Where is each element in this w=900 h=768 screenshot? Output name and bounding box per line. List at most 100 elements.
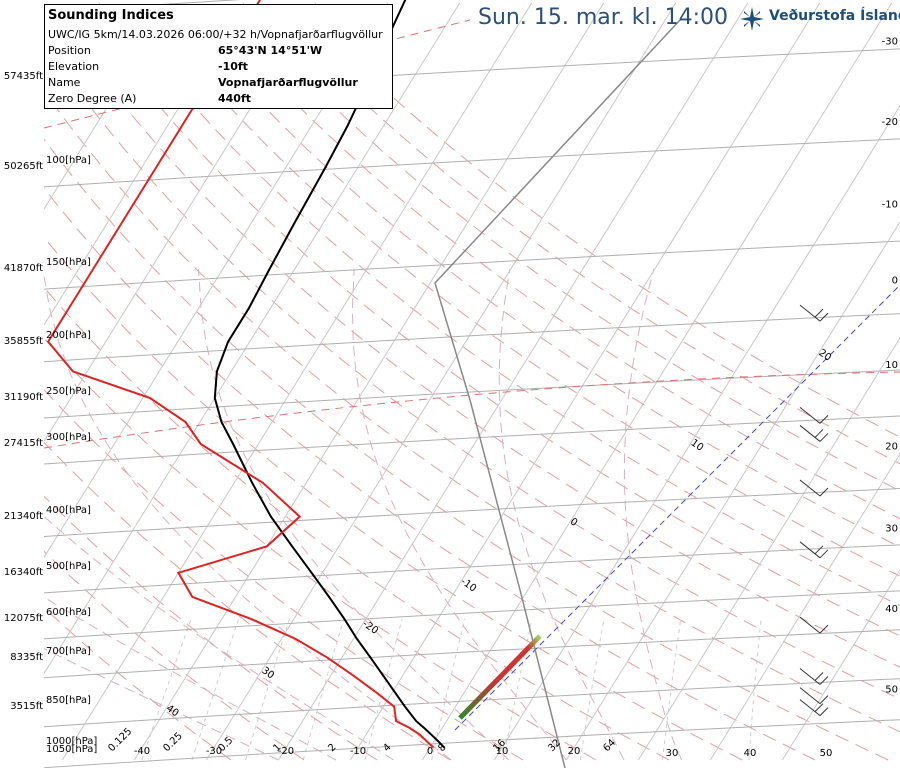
bottom-temp-label: -30 <box>206 746 222 757</box>
height-label: 27415ft <box>3 437 43 449</box>
wind-barb <box>799 699 829 717</box>
isotherm-line <box>44 2 461 675</box>
right-axis-label: 20 <box>885 441 898 452</box>
mixing-ratio-label: 2 <box>326 742 338 754</box>
height-label: 50265ft <box>3 160 43 172</box>
wind-barb-shaft <box>799 668 821 685</box>
dry-adiabat-line <box>44 42 900 700</box>
isotherm-line <box>493 104 900 761</box>
isobar-line <box>44 544 900 594</box>
pressure-label: 850[hPa] <box>46 694 91 706</box>
temperature-line <box>213 0 446 749</box>
isobar-line <box>44 678 900 728</box>
mixing-ratio-line <box>141 618 192 761</box>
info-value: 65°43'N 14°51'W <box>218 44 323 57</box>
dry-adiabat-line <box>44 286 670 761</box>
parcel-reference-line <box>454 284 900 731</box>
mixing-ratio-label: 64 <box>601 737 618 754</box>
wind-barb-shaft <box>799 616 821 634</box>
bottom-extra-label: 40 <box>744 748 757 759</box>
wind-barb <box>799 668 829 685</box>
isotherm-label: 40 <box>164 703 181 719</box>
wind-barb-flag <box>814 545 824 555</box>
moist-adiabat-line <box>44 273 452 761</box>
info-label: Name <box>48 76 81 89</box>
mixing-ratio-label: 8 <box>436 742 448 754</box>
height-label: 57435ft <box>3 70 43 82</box>
isotherm-line <box>565 220 900 761</box>
pressure-label: 250[hPa] <box>46 385 91 397</box>
moist-adiabat-line <box>498 269 625 761</box>
right-axis-label: 30 <box>885 523 898 534</box>
wind-barb-flag <box>814 703 824 712</box>
dry-adiabat-line <box>245 15 900 492</box>
height-label: 21340ft <box>3 510 43 522</box>
wind-barb-shaft <box>799 304 821 322</box>
wind-barb-shaft <box>799 699 821 717</box>
mixing-ratio-line <box>364 618 403 761</box>
wind-barb <box>799 407 829 424</box>
pressure-label: 600[hPa] <box>46 606 91 618</box>
isotherm-line <box>44 2 173 210</box>
dry-adiabat-line <box>308 15 900 438</box>
wind-barb-flag <box>819 695 829 704</box>
isobar-line <box>44 629 900 679</box>
wind-barb <box>799 304 829 322</box>
right-axis-label: -20 <box>882 117 898 128</box>
isotherm-line <box>61 2 533 761</box>
height-label: 35855ft <box>3 335 43 347</box>
wind-barb-flag <box>819 549 829 559</box>
mixing-ratio-line <box>191 618 240 761</box>
wind-barb-flag <box>819 624 829 634</box>
dry-adiabat-line <box>44 138 889 761</box>
isotherm-label: 10 <box>689 437 706 453</box>
info-label: Elevation <box>48 60 100 73</box>
wind-barb <box>799 687 829 705</box>
isobar-line <box>44 240 900 290</box>
bottom-extra-label: 30 <box>666 748 679 759</box>
wind-barb-shaft <box>799 541 821 559</box>
height-label: 12075ft <box>3 612 43 624</box>
info-title: Sounding Indices <box>48 8 174 23</box>
isotherm-label: 20 <box>816 347 833 363</box>
isotherm-label: 0 <box>568 516 580 529</box>
mixing-ratio-lines <box>141 618 762 761</box>
moist-adiabat-line <box>44 596 337 761</box>
info-label: Zero Degree (A) <box>48 92 137 105</box>
isotherm-line <box>781 569 900 761</box>
isobar-line <box>44 138 900 188</box>
wind-barb-flag <box>819 676 829 685</box>
wind-barb-flag <box>814 672 824 681</box>
isotherm-line <box>205 2 677 761</box>
dry-adiabat-line <box>276 15 900 465</box>
mixing-ratio-line <box>431 618 466 761</box>
wind-barb-shaft <box>799 425 821 442</box>
pressure-label: 150[hPa] <box>46 257 91 269</box>
dry-adiabat-line <box>44 236 743 761</box>
info-model-line: UWC/IG 5km/14.03.2026 06:00/+32 h/Vopnaf… <box>48 28 383 41</box>
dry-adiabat-line <box>214 15 900 520</box>
height-label: 8335ft <box>10 651 43 663</box>
pressure-label: 1050[hPa] <box>46 744 98 755</box>
vedurstofa-logo: Veðurstofa Íslands <box>737 5 900 33</box>
wind-barb-shaft <box>799 407 821 424</box>
isotherm-line <box>709 453 900 761</box>
height-label: 41870ft <box>3 263 43 275</box>
bottom-temp-label: 10 <box>496 746 509 757</box>
right-axis-label: 0 <box>892 275 898 286</box>
wind-barb-flag <box>814 308 824 318</box>
wind-barb-flag <box>819 312 829 322</box>
grey-parcel-line <box>434 19 681 768</box>
wind-barb <box>799 616 829 634</box>
pressure-label: 400[hPa] <box>46 504 91 516</box>
wind-barb-shaft <box>799 687 821 705</box>
bottom-temp-label: 20 <box>568 746 581 757</box>
isobar-line <box>44 590 900 640</box>
dry-adiabat-line <box>44 441 451 761</box>
dry-adiabat-line <box>44 90 900 733</box>
valid-time-title: Sun. 15. mar. kl. 14:00 <box>478 5 728 30</box>
logo-text: Veðurstofa Íslands <box>769 8 900 24</box>
wind-barbs <box>799 304 829 717</box>
